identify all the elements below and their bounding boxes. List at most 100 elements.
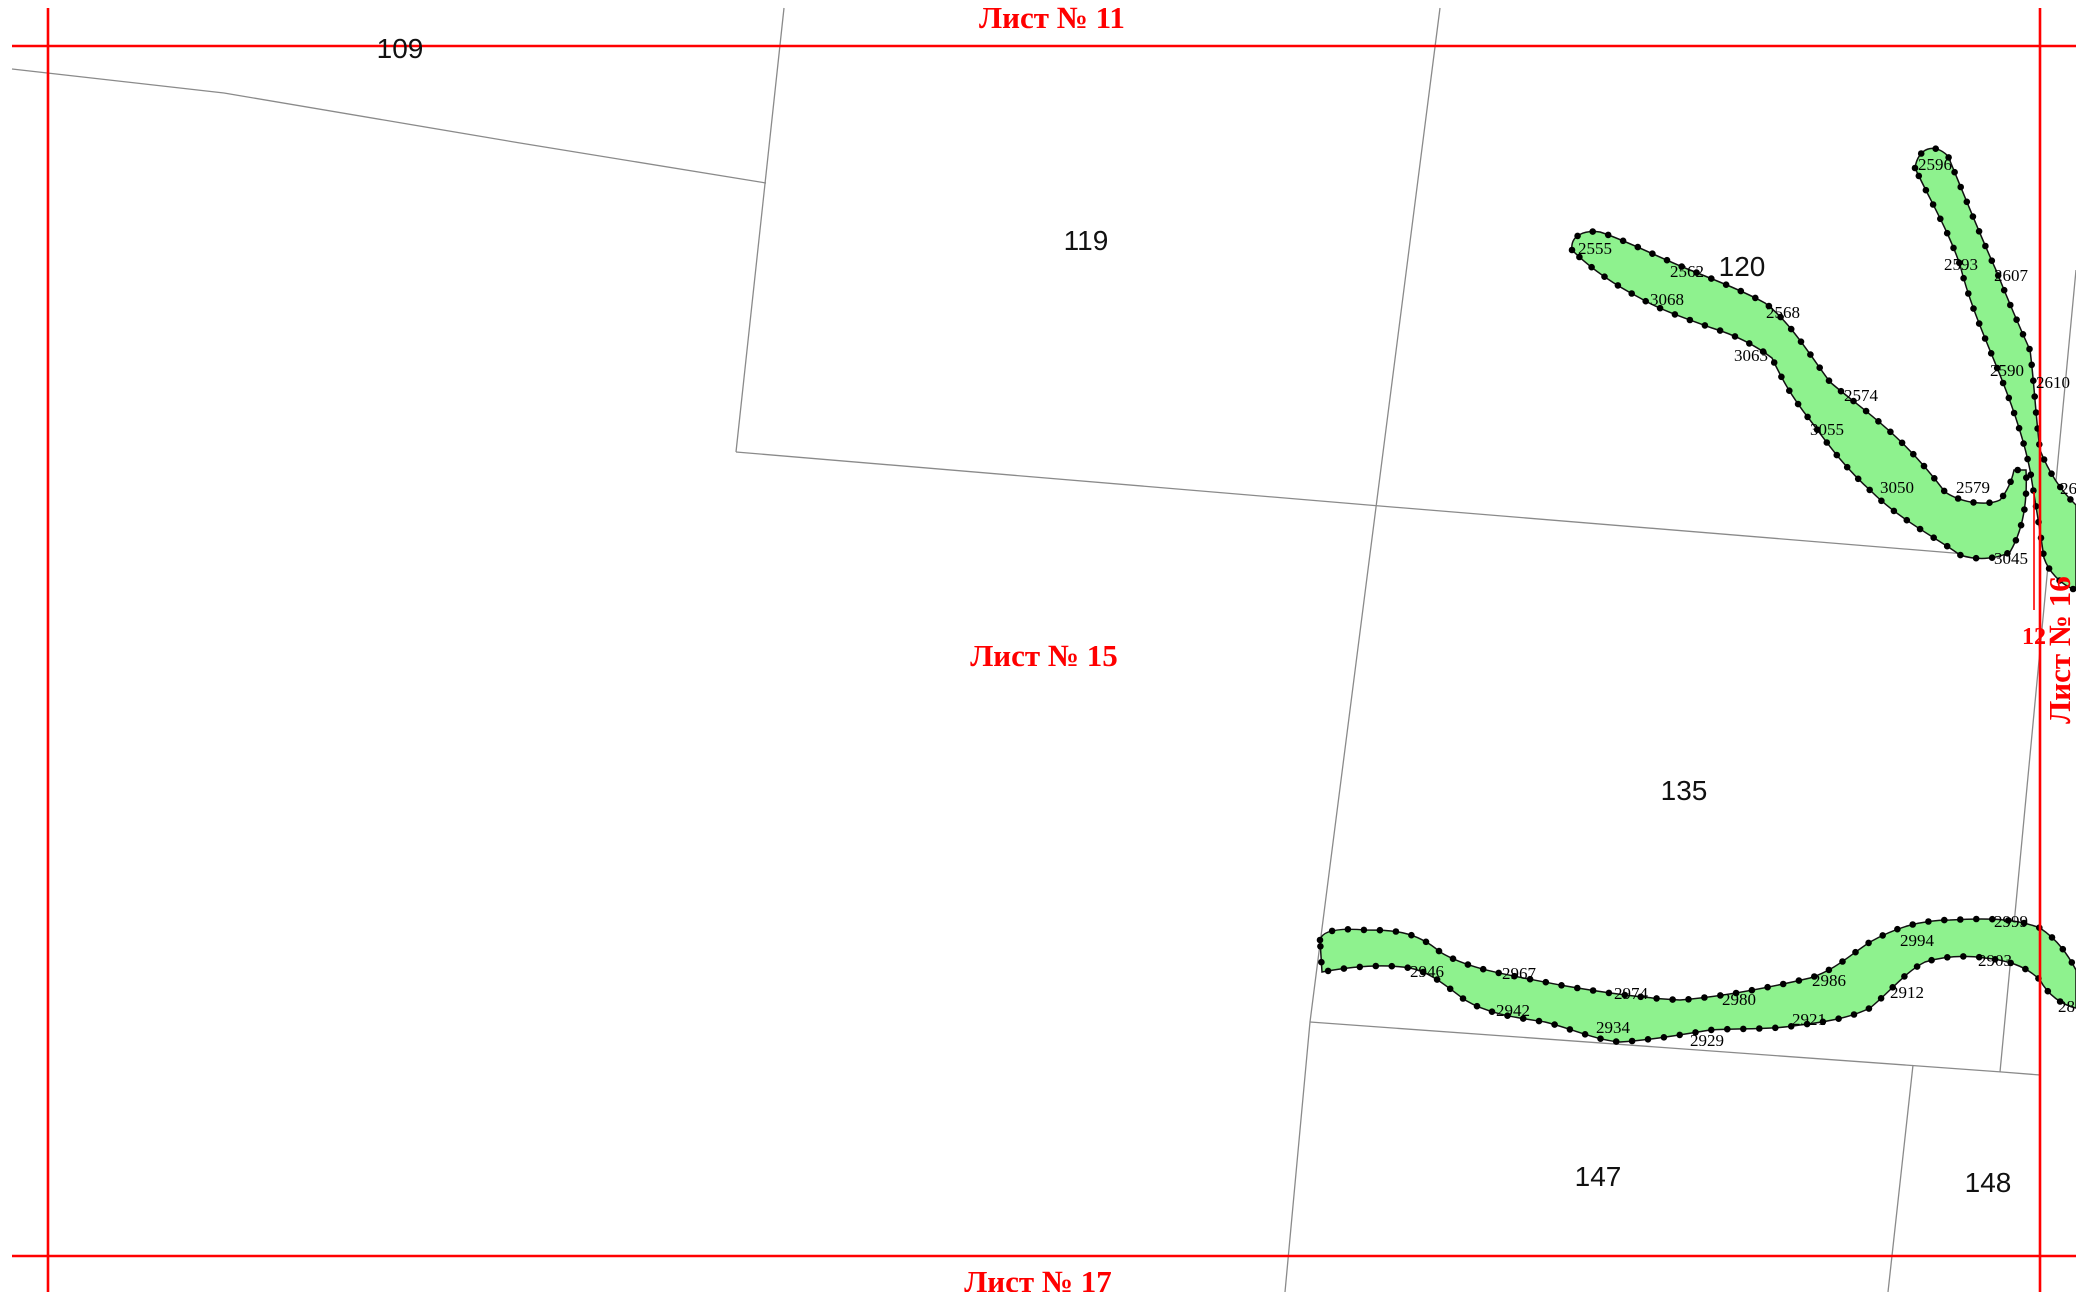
vertex-dot <box>1649 250 1656 257</box>
vertex-dot <box>1931 475 1938 482</box>
parcel-number-120: 120 <box>1719 251 1766 282</box>
vertex-dot <box>1685 996 1692 1003</box>
vertex-dot <box>1708 1026 1715 1034</box>
vertex-dot <box>1787 1023 1795 1030</box>
vertex-dot <box>1950 244 1957 252</box>
vertex-dot <box>1988 554 1996 561</box>
vertex-dot <box>1916 525 1924 533</box>
vertex-dot <box>1597 1035 1604 1042</box>
parcel-boundaries <box>11 7 2076 1292</box>
vertex-dot <box>1866 486 1873 494</box>
vertex-dot <box>1975 228 1983 235</box>
strip-2555 <box>1571 230 2028 560</box>
vertex-dot <box>1777 313 1784 321</box>
vertex-dot <box>1581 1031 1589 1038</box>
vertex-dot <box>1975 953 1983 961</box>
vertex-dot <box>2015 424 2023 432</box>
vertex-dot <box>1693 269 1700 276</box>
point-label: 3068 <box>1650 290 1684 309</box>
vertex-dot <box>1794 400 1802 408</box>
vertex-dot <box>2014 466 2021 474</box>
vertex-dot <box>1566 1026 1574 1033</box>
vertex-dot <box>1772 1024 1779 1032</box>
point-label: 2921 <box>1792 1010 1826 1029</box>
point-label: 2593 <box>1944 255 1978 274</box>
vertex-dot <box>1887 428 1894 436</box>
vertex-dot <box>1340 965 1348 972</box>
vertex-dot <box>1372 962 1380 970</box>
vertex-dot <box>1852 948 1859 956</box>
vertex-dot <box>1928 956 1935 964</box>
vertex-dot <box>2007 478 2014 486</box>
vertex-dot <box>1449 955 1457 962</box>
vertex-dot <box>1551 1021 1558 1028</box>
point-label: 3045 <box>1994 549 2028 568</box>
vertex-dot <box>1344 926 1352 933</box>
vertex-dot <box>1660 1034 1668 1041</box>
vertex-dot <box>1999 379 2007 387</box>
vertex-dot <box>1446 985 1454 993</box>
vertex-dot <box>1619 237 1627 245</box>
vertex-dot <box>1925 918 1932 925</box>
boundary-119-south <box>735 451 1991 557</box>
vertex-dot <box>2056 577 2063 584</box>
vertex-dot <box>1850 1011 1858 1018</box>
vertex-dot <box>1937 215 1944 223</box>
vertex-dot <box>2048 470 2055 478</box>
vertex-dot <box>1825 966 1833 974</box>
point-label: 2946 <box>1410 962 1444 981</box>
vertex-dot <box>1392 928 1400 935</box>
vertex-dot <box>1653 995 1660 1002</box>
vertex-dot <box>1779 980 1787 988</box>
vertex-dot <box>1833 451 1841 459</box>
vertex-dot <box>2030 487 2037 494</box>
vertex-dot <box>1875 418 1882 425</box>
vertex-dot <box>2023 474 2030 482</box>
vertex-dot <box>1605 989 1613 997</box>
vertex-dot <box>1963 198 1971 206</box>
vertex-dot <box>1612 1038 1620 1045</box>
vertex-dot <box>1987 350 1995 357</box>
vertex-dot <box>1318 958 1325 966</box>
vertex-dot <box>1464 961 1472 968</box>
vertex-dot <box>1910 450 1917 458</box>
vertex-dot <box>2069 585 2076 593</box>
vertex-dot <box>1944 954 1951 961</box>
vertex-dot <box>1756 1025 1763 1032</box>
vertex-dot <box>1778 373 1785 381</box>
vertex-dot <box>1488 1008 1496 1015</box>
vertex-dot <box>1811 973 1818 980</box>
vertex-dot <box>1854 475 1862 483</box>
vertex-dot <box>1986 499 1993 507</box>
vertex-dot <box>1786 387 1793 395</box>
vertex-dot <box>1473 1002 1481 1010</box>
vertex-dot <box>1717 992 1724 999</box>
parcel-number-147: 147 <box>1575 1161 1622 1192</box>
vertex-dot <box>1807 351 1814 358</box>
vertex-dot <box>1894 925 1901 933</box>
vertex-dot <box>1813 426 1821 434</box>
vertex-dot <box>1915 172 1923 180</box>
vertex-dot <box>1722 281 1730 289</box>
vertex-dot <box>1975 320 1983 327</box>
vertex-dot <box>1495 969 1502 977</box>
vertex-dot <box>1865 939 1872 947</box>
sheet-label-top: Лист № 11 <box>979 0 1125 35</box>
vertex-dot <box>1994 272 2002 279</box>
sheet-label-center: Лист № 15 <box>970 638 1118 673</box>
vertex-dot <box>1843 463 1851 471</box>
vertex-dot <box>1644 1036 1652 1043</box>
point-label: 2596 <box>1918 155 1952 174</box>
vertex-dot <box>2020 440 2027 447</box>
vertex-dot <box>1865 1005 1873 1012</box>
vertex-dot <box>1701 994 1708 1001</box>
point-label: 2610 <box>2036 373 2070 392</box>
vertex-dot <box>1435 947 1443 955</box>
vertex-dot <box>2022 965 2029 973</box>
vertex-dot <box>1701 322 1709 329</box>
vertex-dot <box>1825 377 1833 385</box>
vertex-dot <box>1628 1037 1636 1045</box>
vertex-dot <box>2059 945 2067 953</box>
vertex-dot <box>1419 968 1427 976</box>
